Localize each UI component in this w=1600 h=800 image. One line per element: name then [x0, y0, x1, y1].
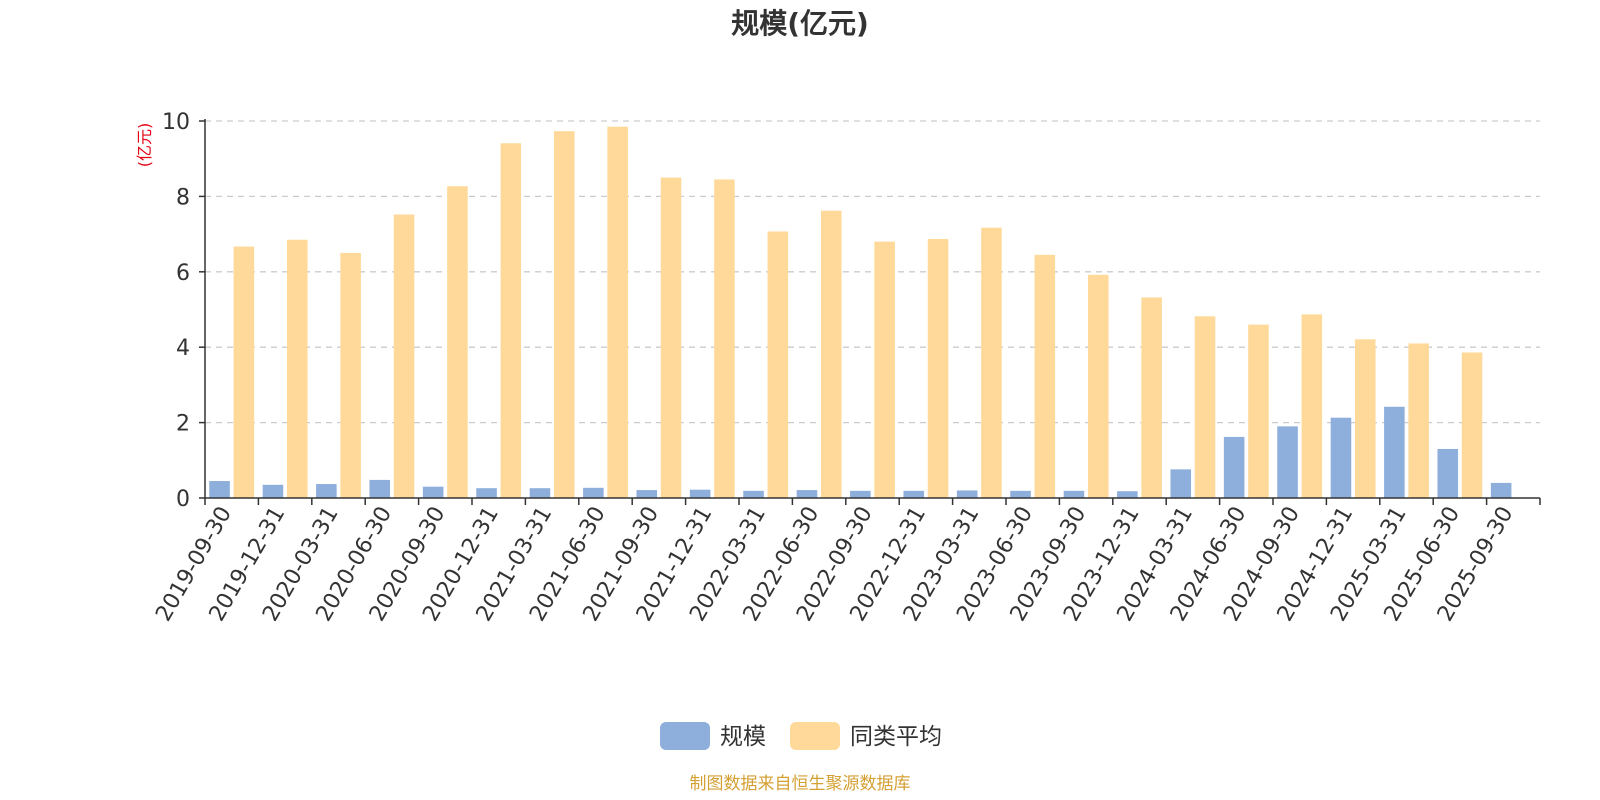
bar-scale	[1277, 426, 1298, 498]
bar-peer-average	[1248, 324, 1269, 498]
bar-scale	[743, 490, 764, 498]
y-tick-label: 6	[176, 261, 190, 286]
bar-scale	[850, 490, 871, 498]
bar-peer-average	[1461, 352, 1483, 498]
bar-scale	[1384, 406, 1405, 498]
bar-peer-average	[553, 131, 575, 498]
bar-scale	[1170, 469, 1192, 498]
bar-scale	[636, 490, 658, 498]
bar-peer-average	[233, 246, 255, 498]
bar-scale	[209, 481, 230, 498]
bar-scale	[903, 490, 925, 498]
bar-peer-average	[1301, 314, 1323, 498]
legend-swatch	[660, 722, 710, 750]
bar-peer-average	[607, 126, 628, 498]
y-tick-label: 2	[176, 412, 190, 437]
legend-label: 规模	[720, 724, 766, 750]
bar-scale	[1063, 490, 1085, 498]
bar-peer-average	[393, 214, 415, 498]
bar-peer-average	[660, 177, 682, 499]
bar-scale	[1010, 490, 1031, 498]
bar-peer-average	[1087, 274, 1109, 498]
y-tick-label: 0	[176, 487, 190, 512]
bar-peer-average	[1034, 254, 1056, 498]
bar-scale	[583, 487, 604, 498]
bar-peer-average	[1194, 316, 1216, 498]
bar-scale	[956, 490, 978, 498]
bar-peer-average	[1408, 343, 1429, 498]
bar-peer-average	[981, 227, 1002, 499]
data-source-note: 制图数据来自恒生聚源数据库	[690, 774, 911, 794]
bar-scale	[369, 479, 391, 498]
bar-peer-average	[1354, 339, 1376, 498]
bars	[209, 126, 1512, 499]
bar-peer-average	[714, 179, 735, 498]
y-axis-unit-label: (亿元)	[135, 123, 154, 168]
bar-scale	[1437, 448, 1459, 498]
bar-scale	[529, 488, 551, 498]
bar-peer-average	[1141, 297, 1162, 498]
bar-scale	[476, 488, 497, 498]
chart-title: 规模(亿元)	[731, 7, 869, 40]
bar-peer-average	[340, 252, 361, 498]
bar-scale	[689, 489, 711, 498]
bar-scale	[316, 484, 337, 498]
y-tick-label: 10	[162, 110, 190, 135]
bar-scale	[796, 490, 818, 498]
bar-scale	[1223, 436, 1245, 498]
bar-scale	[262, 484, 284, 498]
legend-label: 同类平均	[850, 724, 942, 750]
bar-peer-average	[447, 186, 468, 498]
bar-scale	[1490, 482, 1512, 498]
bar-scale	[1117, 491, 1138, 498]
bar-peer-average	[286, 239, 308, 498]
bar-scale	[1330, 417, 1352, 498]
bar-peer-average	[500, 143, 522, 499]
bar-peer-average	[767, 231, 789, 498]
bar-peer-average	[874, 241, 895, 498]
legend-swatch	[790, 722, 840, 750]
bar-peer-average	[820, 210, 842, 498]
bar-scale	[422, 486, 444, 498]
legend: 规模 同类平均	[660, 722, 942, 750]
bar-peer-average	[927, 239, 949, 498]
y-tick-label: 8	[176, 185, 190, 210]
y-tick-label: 4	[176, 336, 190, 361]
